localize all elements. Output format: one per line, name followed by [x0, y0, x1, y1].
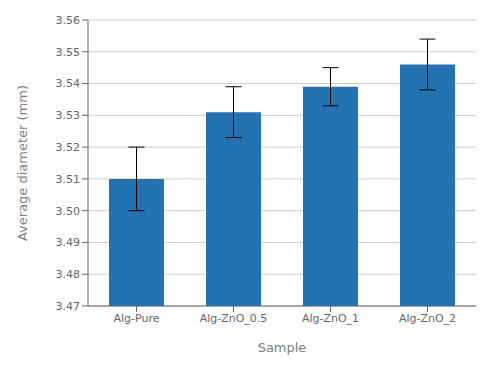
svg-text:3.55: 3.55 — [56, 46, 81, 59]
svg-text:Alg-ZnO_0.5: Alg-ZnO_0.5 — [200, 312, 268, 325]
svg-text:3.52: 3.52 — [56, 141, 81, 154]
svg-text:Sample: Sample — [258, 340, 307, 355]
svg-text:3.51: 3.51 — [56, 173, 81, 186]
svg-text:3.49: 3.49 — [56, 236, 81, 249]
svg-text:Alg-Pure: Alg-Pure — [114, 312, 160, 325]
svg-text:3.47: 3.47 — [56, 300, 81, 313]
svg-text:3.48: 3.48 — [56, 268, 81, 281]
svg-text:3.56: 3.56 — [56, 14, 81, 27]
svg-text:3.53: 3.53 — [56, 109, 81, 122]
svg-text:Average diameter (mm): Average diameter (mm) — [15, 85, 30, 241]
svg-text:3.50: 3.50 — [56, 205, 81, 218]
svg-text:Alg-ZnO_1: Alg-ZnO_1 — [302, 312, 359, 325]
svg-text:3.54: 3.54 — [56, 77, 81, 90]
svg-text:Alg-ZnO_2: Alg-ZnO_2 — [399, 312, 456, 325]
